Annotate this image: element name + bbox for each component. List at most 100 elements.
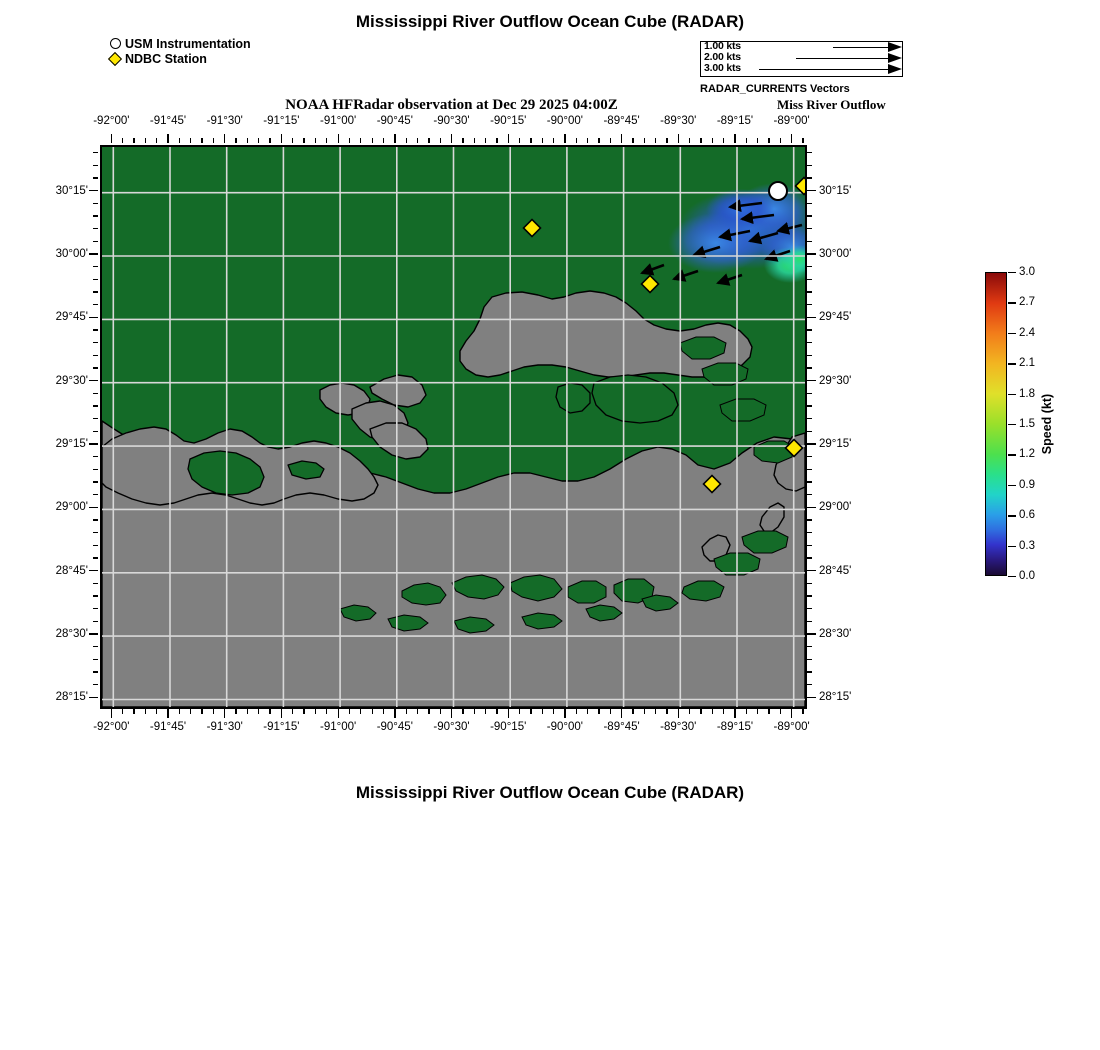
- bottom-title: Mississippi River Outflow Ocean Cube (RA…: [355, 783, 745, 802]
- axis-minor-tick: [93, 532, 98, 534]
- axis-minor-tick: [807, 164, 812, 166]
- axis-minor-tick: [190, 138, 192, 143]
- axis-minor-tick: [723, 709, 725, 714]
- axis-minor-tick: [518, 138, 521, 143]
- axis-minor-tick: [93, 519, 98, 521]
- axis-minor-tick: [575, 138, 577, 143]
- axis-minor-tick: [93, 418, 98, 420]
- axis-minor-tick: [745, 138, 747, 143]
- axis-minor-tick: [371, 138, 373, 143]
- vector-scale-label: 2.00 kts: [704, 51, 741, 63]
- axis-minor-tick: [541, 138, 543, 143]
- axis-minor-tick: [530, 709, 532, 714]
- vector-scale-row: 1.00 kts: [701, 40, 902, 53]
- y-axis-label: 30°00': [819, 247, 852, 260]
- axis-minor-tick: [807, 278, 812, 280]
- axis-major-tick: [167, 709, 169, 718]
- axis-minor-tick: [575, 709, 577, 714]
- axis-minor-tick: [723, 138, 725, 143]
- axis-major-tick: [280, 134, 283, 143]
- axis-minor-tick: [807, 608, 812, 610]
- colorbar-tick-label: 2.1: [1019, 357, 1035, 370]
- y-axis-label: 29°45': [55, 311, 88, 324]
- axis-minor-tick: [666, 709, 668, 714]
- axis-minor-tick: [518, 709, 521, 714]
- axis-minor-tick: [807, 658, 812, 661]
- axis-minor-tick: [768, 138, 770, 143]
- vector-scale-shaft: [833, 47, 888, 49]
- axis-minor-tick: [807, 646, 812, 648]
- axis-major-tick: [337, 134, 339, 143]
- axis-minor-tick: [807, 405, 812, 407]
- y-axis-label: 30°00': [55, 247, 88, 260]
- circle-marker-icon: [108, 38, 122, 49]
- colorbar-tick: [1008, 272, 1016, 274]
- axis-minor-tick: [382, 709, 385, 714]
- map-canvas[interactable]: [100, 145, 807, 709]
- axis-minor-tick: [807, 354, 812, 356]
- axis-minor-tick: [201, 138, 203, 143]
- colorbar-tick: [1008, 393, 1016, 395]
- axis-minor-tick: [807, 152, 812, 154]
- axis-major-tick: [89, 443, 98, 445]
- x-axis-label: -92°00': [93, 115, 130, 127]
- axis-minor-tick: [807, 557, 812, 559]
- colorbar-tick-label: 0.0: [1019, 570, 1035, 582]
- x-axis-label: -90°30': [433, 721, 470, 733]
- axis-minor-tick: [360, 709, 362, 714]
- axis-major-tick: [337, 709, 339, 718]
- x-axis-label: -89°00': [773, 115, 810, 127]
- axis-minor-tick: [93, 405, 98, 407]
- legend-item-ndbc: NDBC Station: [107, 51, 251, 66]
- axis-minor-tick: [348, 138, 351, 143]
- axis-minor-tick: [93, 202, 98, 204]
- arrow-head-icon: [888, 53, 902, 63]
- axis-minor-tick: [496, 138, 498, 143]
- axis-minor-tick: [609, 138, 611, 143]
- axis-minor-tick: [93, 671, 98, 673]
- axis-major-tick: [280, 709, 283, 718]
- axis-major-tick: [167, 134, 169, 143]
- axis-minor-tick: [439, 709, 441, 714]
- colorbar-tick: [1008, 424, 1016, 426]
- axis-minor-tick: [473, 709, 475, 714]
- colorbar-tick: [1008, 454, 1016, 456]
- axis-major-tick: [110, 709, 113, 718]
- arrow-head-icon: [888, 42, 902, 52]
- axis-major-tick: [564, 709, 566, 718]
- vector-scale-label: 1.00 kts: [704, 40, 741, 52]
- axis-minor-tick: [93, 582, 98, 585]
- x-axis-label: -92°00': [93, 721, 130, 733]
- axis-minor-tick: [807, 215, 812, 217]
- axis-minor-tick: [802, 709, 804, 714]
- legend-item-usm: USM Instrumentation: [108, 36, 251, 51]
- axis-minor-tick: [212, 138, 215, 143]
- speed-colorbar[interactable]: [985, 272, 1007, 576]
- axis-minor-tick: [807, 418, 812, 420]
- axis-major-tick: [507, 709, 509, 718]
- station-markers: [522, 176, 805, 494]
- y-axis-ticks-right: [807, 145, 816, 705]
- axis-major-tick: [807, 316, 816, 318]
- legend-label-usm: USM Instrumentation: [125, 36, 251, 51]
- x-axis-label: -89°15': [716, 115, 754, 127]
- axis-minor-tick: [93, 177, 98, 179]
- axis-minor-tick: [711, 709, 713, 714]
- page-title: Mississippi River Outflow Ocean Cube (RA…: [355, 12, 745, 31]
- axis-minor-tick: [133, 709, 135, 714]
- axis-minor-tick: [201, 709, 203, 714]
- axis-minor-tick: [654, 709, 657, 714]
- x-axis-label: -89°45': [603, 115, 640, 127]
- axis-minor-tick: [807, 392, 812, 395]
- y-axis-label: 29°15': [819, 438, 852, 450]
- axis-minor-tick: [807, 519, 812, 521]
- vector-scale-label: 3.00 kts: [704, 62, 741, 74]
- colorbar-tick: [1008, 515, 1016, 517]
- axis-minor-tick: [807, 494, 812, 496]
- axis-minor-tick: [93, 392, 98, 395]
- axis-major-tick: [89, 190, 98, 192]
- axis-minor-tick: [93, 557, 98, 559]
- axis-minor-tick: [93, 430, 98, 433]
- legend-label-ndbc: NDBC Station: [125, 51, 207, 66]
- axis-minor-tick: [314, 709, 317, 714]
